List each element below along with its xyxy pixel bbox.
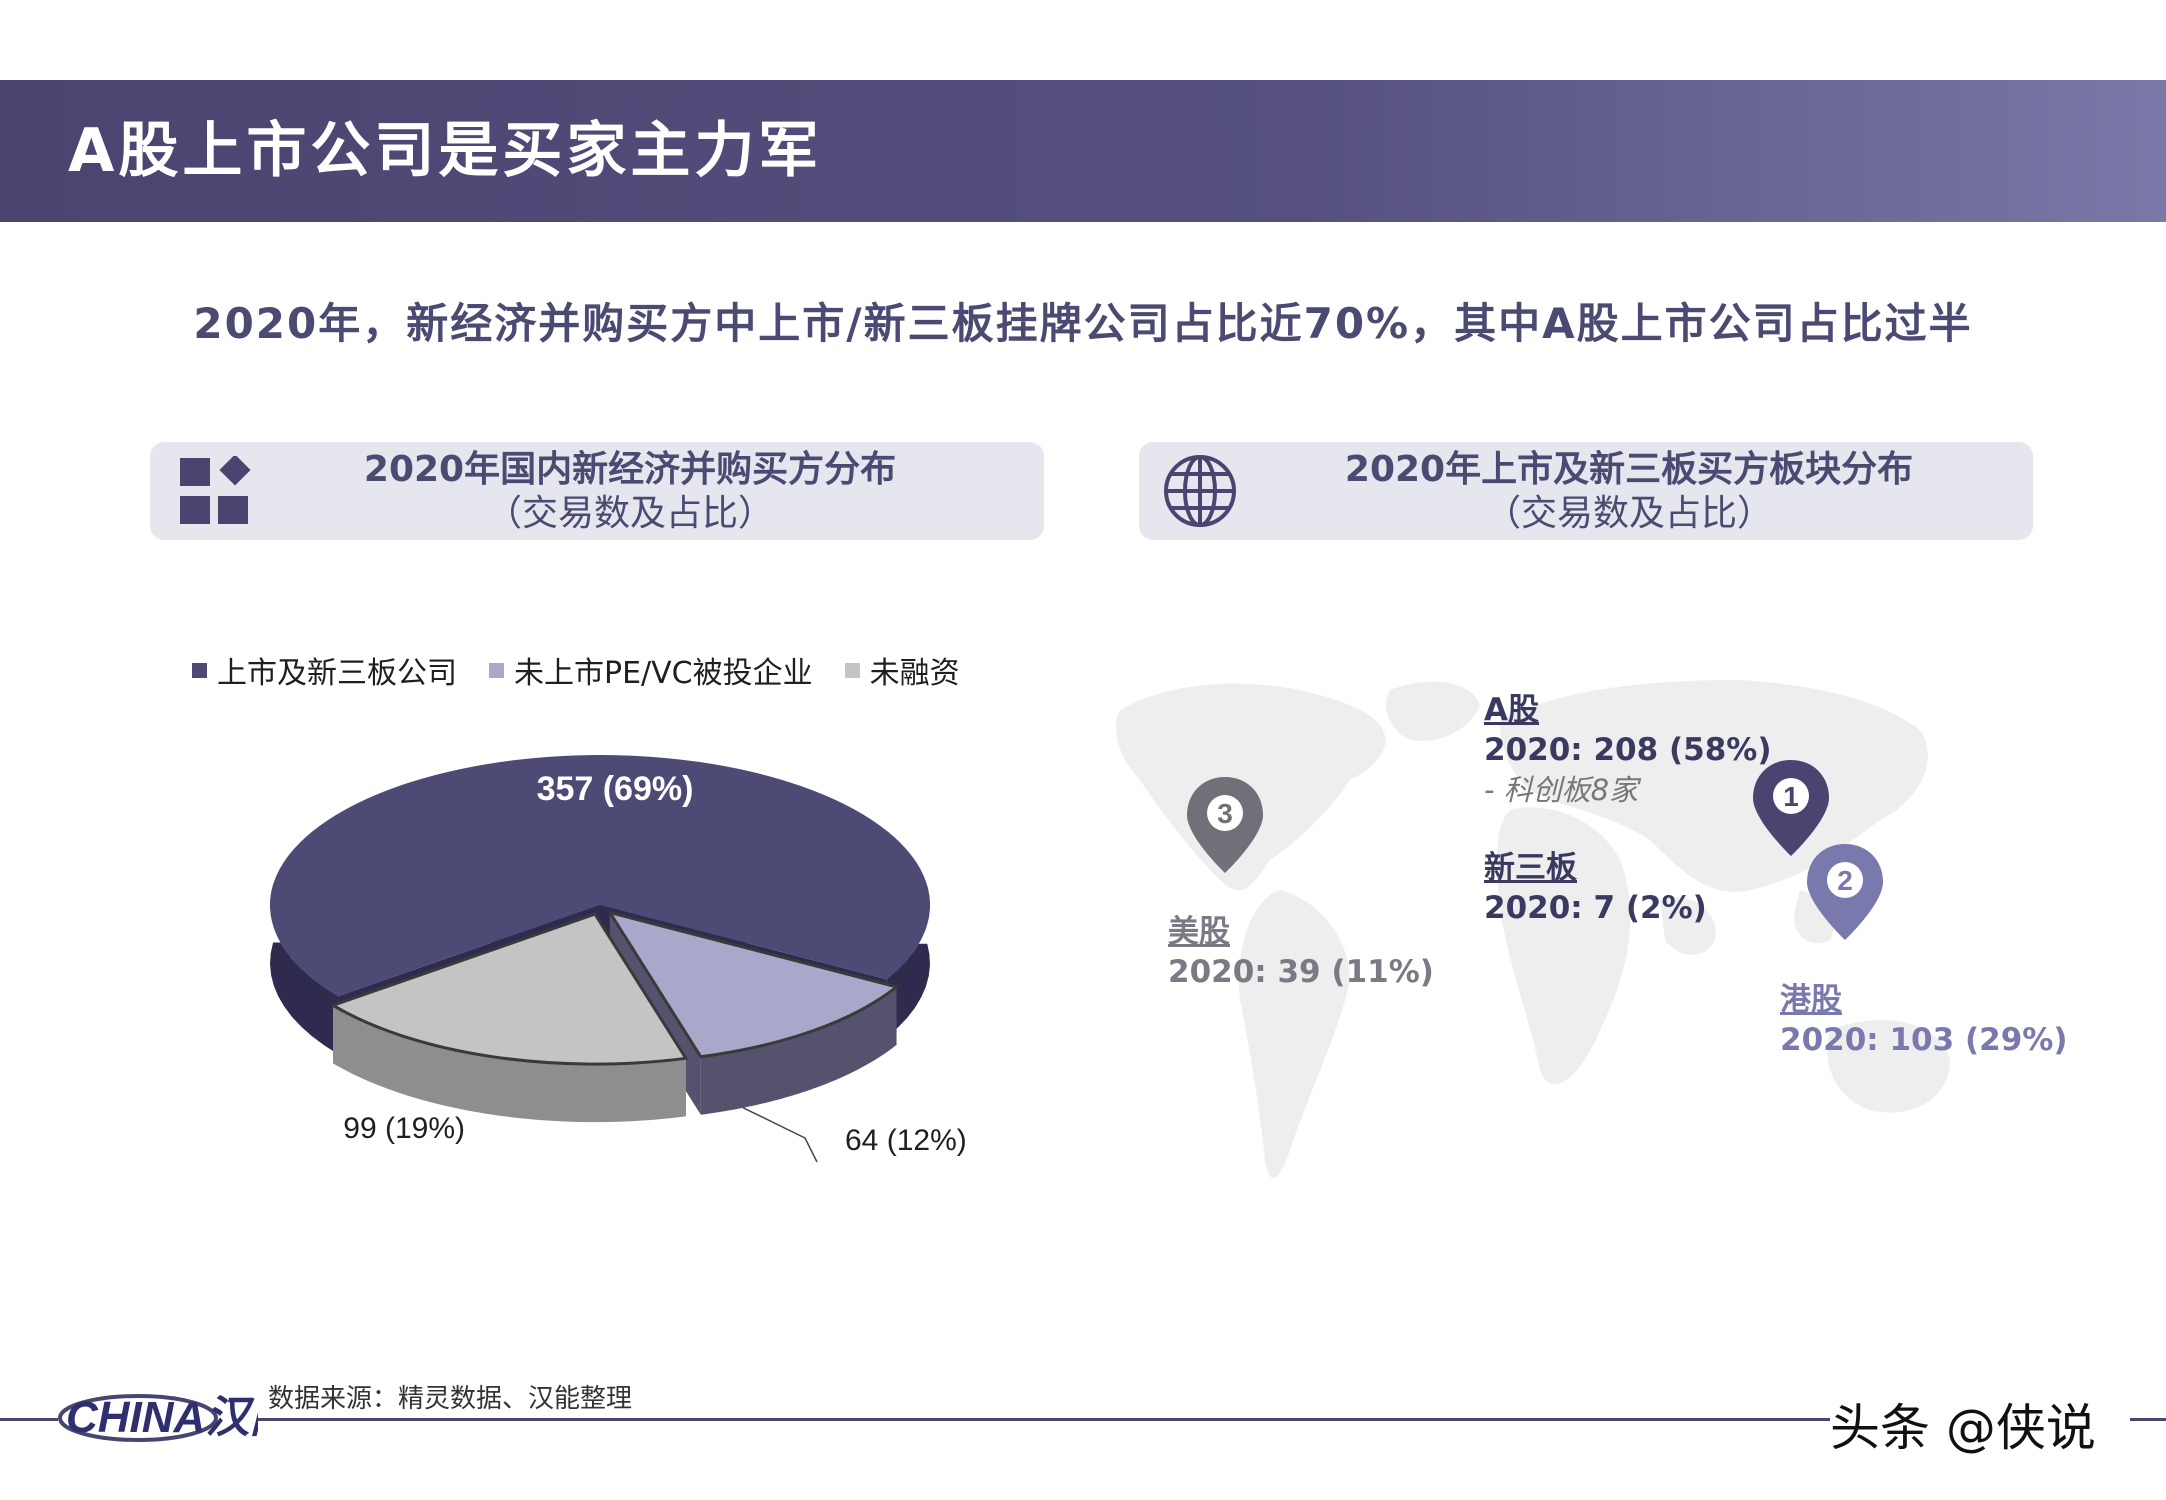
- label-leader-line: [742, 1107, 818, 1163]
- slice-data-label: 64 (12%): [845, 1124, 967, 1157]
- legend-label: 未上市PE/VC被投企业: [514, 656, 813, 691]
- map-pin-1-icon: 1: [1753, 760, 1829, 856]
- pie-slice-2: [329, 912, 689, 1066]
- legend-item: 未融资: [844, 648, 960, 692]
- slice-data-label: 357 (69%): [537, 770, 694, 808]
- watermark: 头条 @侠说: [1830, 1398, 2130, 1458]
- us-value: 2020: 39 (11%): [1168, 954, 1434, 990]
- neeq-value: 2020: 7 (2%): [1484, 890, 1707, 926]
- legend-label: 上市及新三板公司: [217, 656, 457, 691]
- legend-label: 未融资: [869, 656, 960, 691]
- pie-slice-0: [269, 755, 930, 997]
- a-share-heading: A股: [1484, 692, 1539, 728]
- company-logo: CHINA汉能: [58, 1378, 258, 1458]
- legend-swatch: [844, 662, 860, 678]
- right-panel-header: 2020年上市及新三板买方板块分布 （交易数及占比）: [1139, 442, 2033, 540]
- left-panel-title: 2020年国内新经济并购买方分布: [363, 449, 897, 490]
- footer-divider: [0, 1418, 2166, 1421]
- svg-text:CHINA汉能: CHINA汉能: [66, 1393, 258, 1442]
- legend-swatch: [192, 662, 207, 678]
- svg-text:3: 3: [1217, 798, 1233, 829]
- neeq-heading: 新三板: [1484, 850, 1577, 886]
- pie-chart: 357 (69%) 64 (12%) 99 (19%): [269, 755, 967, 1163]
- map-pin-3-icon: 3: [1187, 777, 1263, 873]
- right-panel-title: 2020年上市及新三板买方板块分布: [1344, 449, 1914, 490]
- data-source: 数据来源：精灵数据、汉能整理: [268, 1384, 633, 1414]
- us-heading: 美股: [1168, 914, 1230, 950]
- svg-text:2: 2: [1837, 865, 1853, 896]
- chart-legend: 上市及新三板公司 未上市PE/VC被投企业 未融资: [192, 648, 960, 692]
- hk-heading: 港股: [1780, 982, 1842, 1018]
- right-panel-subtitle: （交易数及占比）: [1484, 493, 1773, 534]
- left-panel-header: 2020年国内新经济并购买方分布 （交易数及占比）: [150, 442, 1044, 540]
- map-pin-2-icon: 2: [1807, 844, 1883, 940]
- legend-item: 上市及新三板公司: [192, 648, 457, 692]
- pie-side-wall: [333, 1005, 686, 1123]
- a-share-info: A股 2020: 208 (58%) - 科创板8家: [1484, 690, 1772, 810]
- title-banner: A股上市公司是买家主力军: [0, 80, 2166, 222]
- a-share-note: - 科创板8家: [1484, 773, 1639, 807]
- us-info: 美股 2020: 39 (11%): [1168, 912, 1434, 992]
- svg-text:1: 1: [1783, 781, 1799, 812]
- subtitle: 2020年，新经济并购买方中上市/新三板挂牌公司占比近70%，其中A股上市公司占…: [193, 299, 1973, 348]
- legend-item: 未上市PE/VC被投企业: [489, 648, 813, 692]
- slice-data-label: 99 (19%): [343, 1112, 465, 1145]
- grid-squares-icon: [180, 456, 251, 524]
- neeq-info: 新三板 2020: 7 (2%): [1484, 848, 1707, 928]
- legend-swatch: [489, 662, 504, 678]
- hk-value: 2020: 103 (29%): [1780, 1022, 2068, 1058]
- page-title: A股上市公司是买家主力军: [68, 116, 823, 186]
- globe-icon: [1164, 455, 1236, 527]
- left-panel-subtitle: （交易数及占比）: [485, 493, 774, 534]
- hk-info: 港股 2020: 103 (29%): [1780, 980, 2068, 1060]
- pie-slice-1: [606, 910, 900, 1059]
- a-share-value: 2020: 208 (58%): [1484, 732, 1772, 768]
